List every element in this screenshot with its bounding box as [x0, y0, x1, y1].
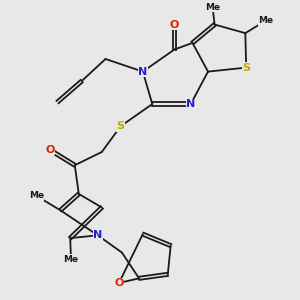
Text: S: S	[117, 121, 125, 131]
Text: Me: Me	[258, 16, 273, 25]
Text: O: O	[45, 145, 55, 155]
Text: Me: Me	[64, 255, 79, 264]
Text: N: N	[93, 230, 102, 240]
Text: S: S	[242, 63, 250, 73]
Text: Me: Me	[29, 191, 44, 200]
Text: N: N	[138, 67, 147, 76]
Text: O: O	[170, 20, 179, 29]
Text: N: N	[186, 99, 195, 109]
Text: O: O	[114, 278, 124, 288]
Text: Me: Me	[205, 3, 220, 12]
